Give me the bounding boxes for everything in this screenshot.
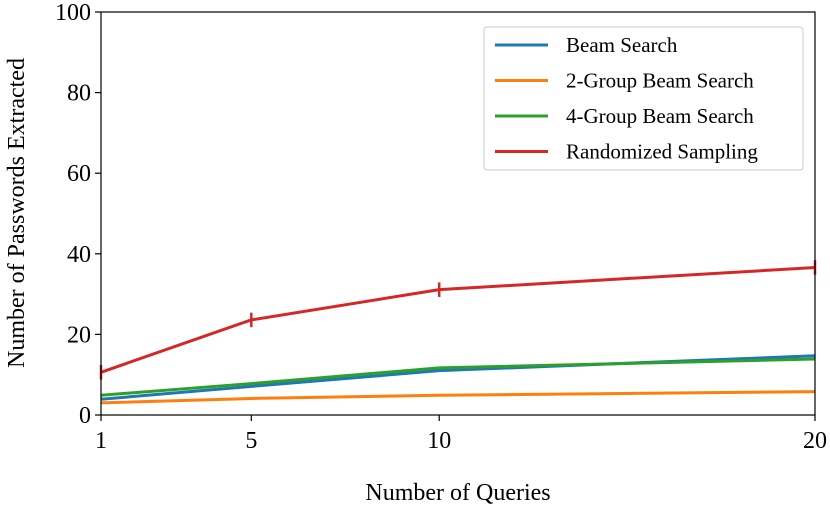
legend-box	[483, 26, 804, 171]
x-axis-label: Number of Queries	[365, 480, 550, 506]
legend: Beam Search 2-Group Beam Search 4-Group Be…	[483, 26, 804, 171]
y-tick-label: 100	[55, 0, 91, 26]
plot-frame	[100, 11, 816, 416]
y-tick-label: 40	[67, 242, 91, 268]
y-tick-label: 0	[79, 403, 91, 429]
y-tick-label: 60	[67, 161, 91, 187]
legend-label: Beam Search	[566, 33, 678, 57]
y-tick-label: 80	[67, 81, 91, 107]
series-line-2	[100, 357, 816, 397]
series-line-1	[100, 390, 816, 405]
y-axis-label: Number of Passwords Extracted	[4, 58, 30, 368]
series-line-3	[100, 266, 816, 374]
x-tick-label: 1	[95, 428, 107, 454]
y-tick-label: 20	[67, 322, 91, 348]
legend-label: Randomized Sampling	[566, 140, 758, 164]
x-tick-label: 20	[803, 428, 827, 454]
axis-ticks: 1 5 10 20 0 20 40 60 80 100	[55, 0, 827, 454]
legend-label: 2-Group Beam Search	[566, 69, 754, 93]
x-tick-label: 5	[245, 428, 257, 454]
plot-marks	[99, 260, 817, 405]
x-tick-label: 10	[427, 428, 451, 454]
legend-label: 4-Group Beam Search	[566, 104, 754, 128]
